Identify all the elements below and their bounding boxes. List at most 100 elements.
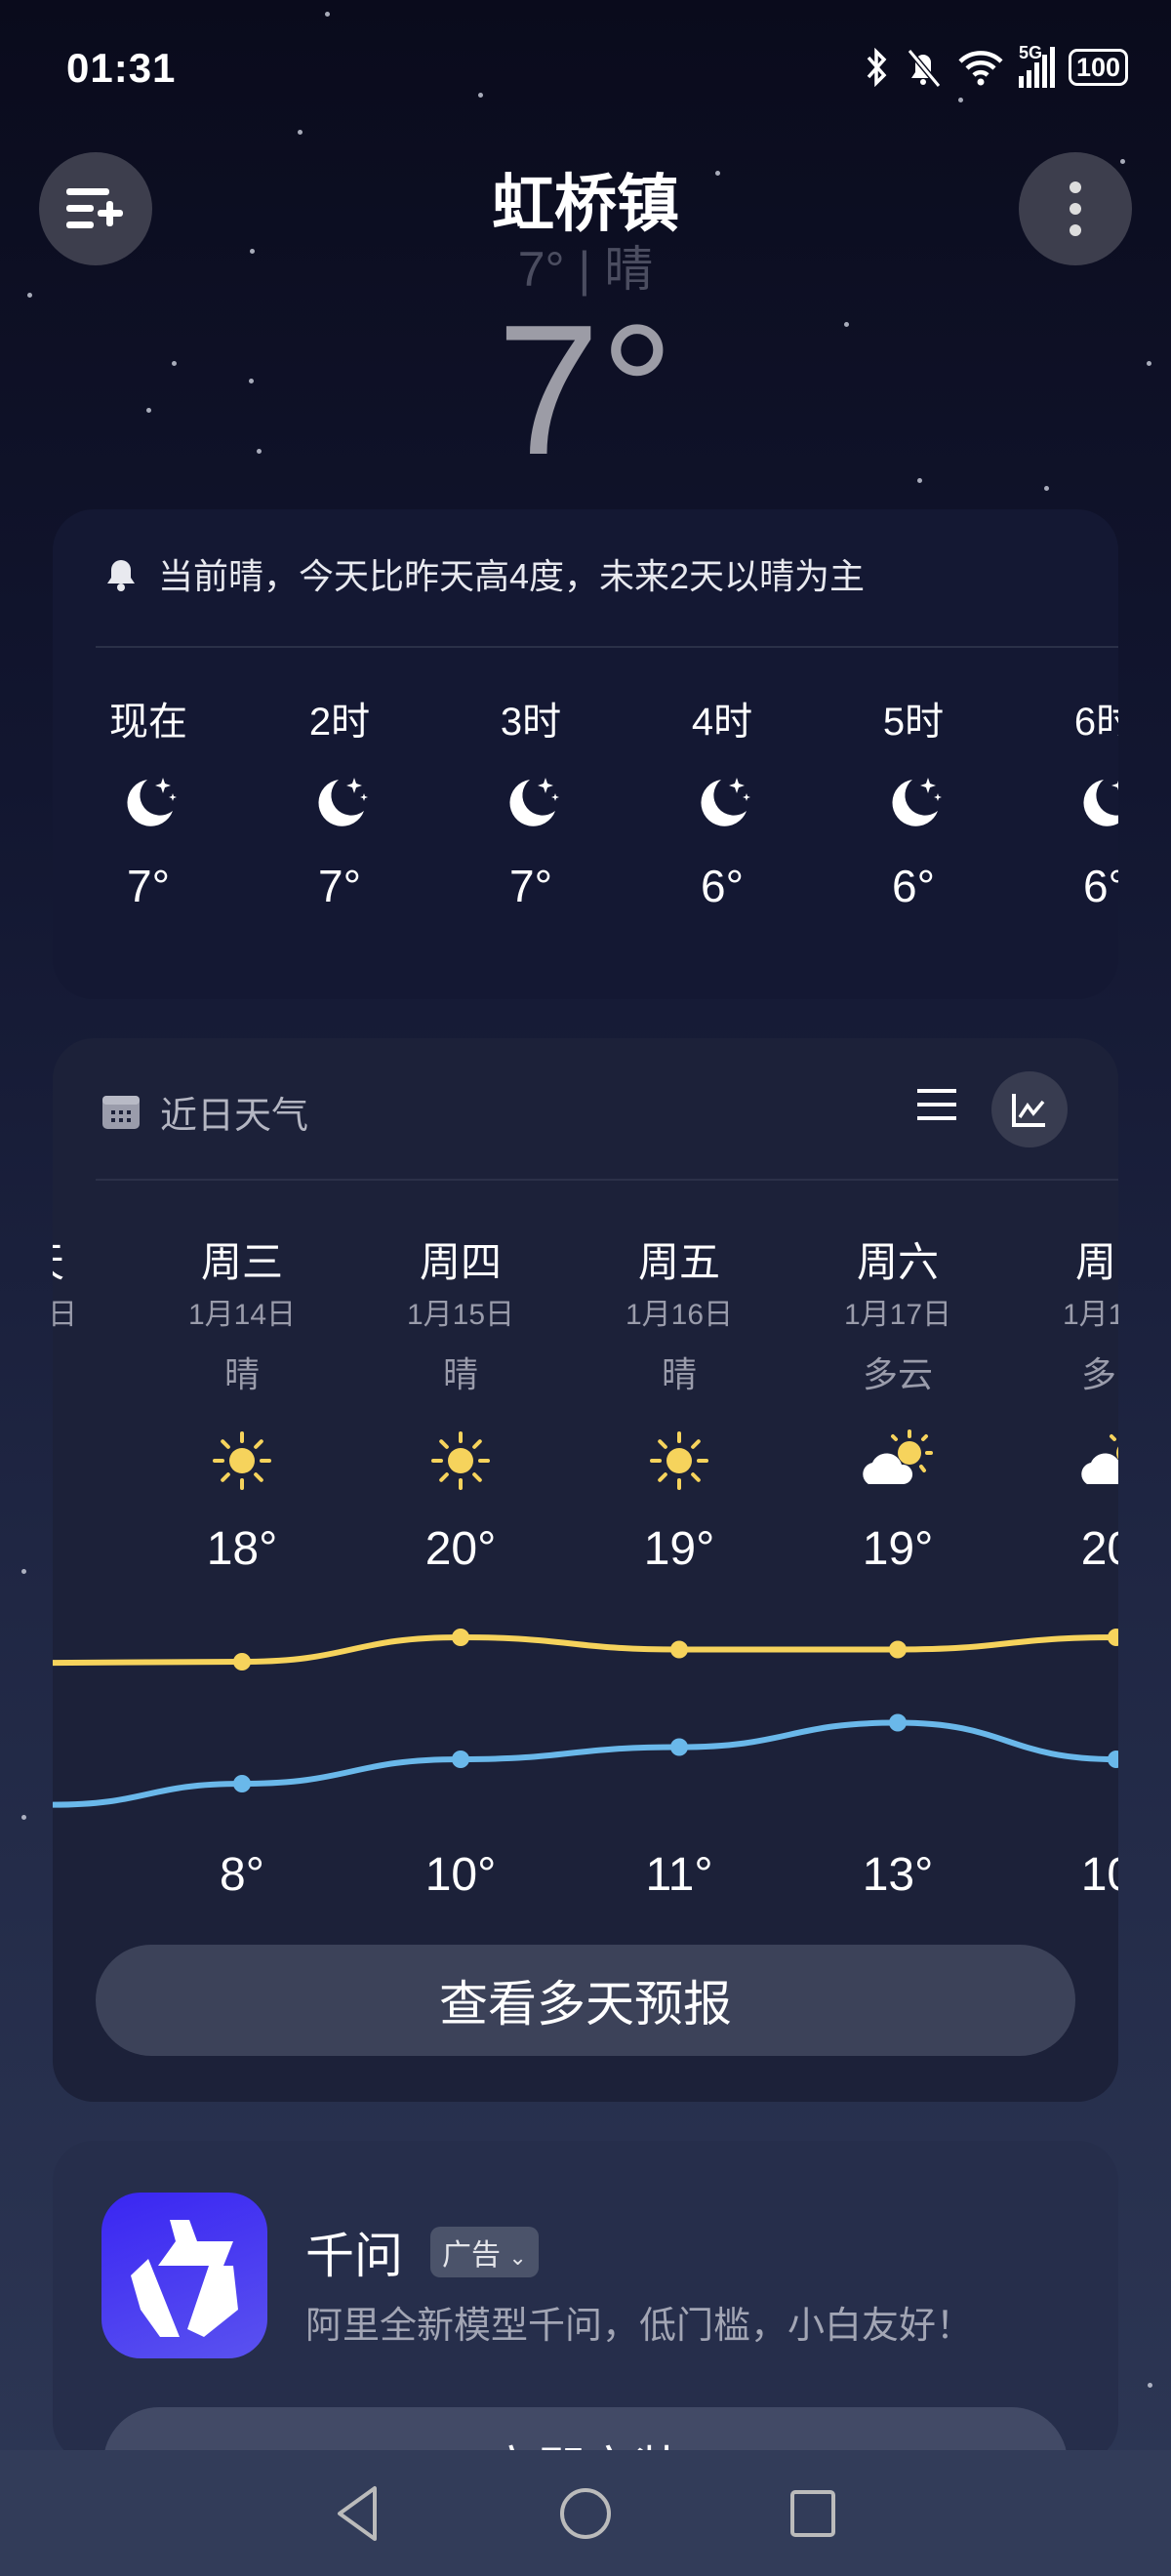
back-icon[interactable] (334, 2484, 383, 2543)
day-low: 8° (220, 1849, 264, 1901)
day-high: 20° (1080, 1523, 1118, 1575)
day-high: 19° (862, 1523, 934, 1575)
daily-header: 近日天气 (101, 1085, 308, 1139)
recents-icon[interactable] (788, 2488, 837, 2539)
sun-icon (213, 1431, 271, 1490)
high-temp-point (1108, 1629, 1118, 1646)
city-name: 虹桥镇 (492, 169, 679, 239)
moon-stars-icon (1083, 780, 1118, 826)
signal-icon: 5G (1018, 43, 1055, 88)
partly-cloudy-icon (863, 1429, 933, 1484)
network-type: 5G (1018, 43, 1042, 62)
alert-text: 当前晴，今天比昨天高4度，未来2天以晴为主 (158, 556, 866, 596)
hourly-item: 4时 6° (626, 690, 818, 912)
low-temp-point (670, 1738, 688, 1756)
day-column[interactable]: 周日 1月18日多云 20° (1007, 1229, 1118, 1576)
moon-stars-icon (318, 778, 368, 826)
day-low: 13° (862, 1849, 934, 1901)
day-high: 20° (424, 1523, 497, 1575)
day-column[interactable]: 周四 1月15日晴 20° (351, 1229, 570, 1576)
day-low: 11° (645, 1849, 713, 1901)
more-options-button[interactable] (1019, 152, 1132, 265)
day-name: 周三 (200, 1239, 283, 1285)
qianwen-logo (101, 2193, 267, 2358)
day-high: 18° (206, 1523, 278, 1575)
hour-temp: 6° (701, 861, 744, 911)
weather-alert: 当前晴，今天比昨天高4度，未来2天以晴为主 (101, 548, 865, 599)
calendar-icon (102, 1095, 140, 1129)
low-temp-point (233, 1775, 251, 1792)
high-temp-point (233, 1653, 251, 1670)
status-icons: 5G 100 (865, 43, 1128, 88)
hourly-item: 3时 7° (435, 690, 626, 912)
day-date: 1月18日 (1062, 1299, 1118, 1331)
high-temp-point (452, 1629, 469, 1646)
day-column[interactable]: 周六 1月17日多云 19° (788, 1229, 1007, 1576)
home-icon[interactable] (558, 2486, 613, 2541)
high-temp-line (53, 1633, 1117, 1667)
hour-temp: 6° (892, 861, 935, 911)
ad-description: 阿里全新模型千问，低门槛，小白友好！ (305, 2306, 974, 2347)
ad-tag[interactable]: 广告 ⌄ (430, 2227, 539, 2277)
day-column[interactable]: 周五 1月16日晴 19° (570, 1229, 788, 1576)
day-date: 1月16日 (625, 1299, 734, 1331)
day-date: 1月17日 (843, 1299, 952, 1331)
temperature-chart (53, 1629, 1118, 1808)
day-column[interactable]: 今天 1月13日 (53, 1229, 133, 1522)
chevron-down-icon: ⌄ (508, 2245, 527, 2270)
daily-title: 近日天气 (160, 1096, 309, 1137)
day-weather: 晴 (661, 1354, 697, 1394)
chart-view-button[interactable] (991, 1071, 1068, 1147)
day-low: 10° (424, 1849, 497, 1901)
moon-stars-icon (892, 778, 942, 826)
high-temp-point (889, 1640, 907, 1659)
day-name: 周六 (856, 1239, 939, 1285)
ad-title: 千问 (305, 2229, 403, 2283)
day-column[interactable]: 周三 1月14日晴 18° (133, 1229, 351, 1576)
ad-card[interactable]: 千问 广告 ⌄ 阿里全新模型千问，低门槛，小白友好！ 立即安装 (53, 2141, 1118, 2463)
battery-level: 100 (1075, 52, 1120, 82)
hourly-item: 现在 7° (53, 690, 244, 912)
more-vertical-icon (1070, 181, 1081, 236)
day-low: 10° (1080, 1849, 1118, 1901)
sun-icon (431, 1431, 490, 1490)
hourly-item: 6时 6° (1009, 690, 1118, 912)
moon-stars-icon (701, 778, 750, 826)
hourly-item: 5时 6° (818, 690, 1009, 912)
hour-label: 5时 (882, 701, 945, 744)
list-view-button[interactable] (917, 1087, 956, 1127)
moon-stars-icon (509, 778, 559, 826)
day-weather: 晴 (442, 1354, 478, 1394)
day-date: 1月15日 (406, 1299, 515, 1331)
day-date: 1月13日 (53, 1299, 78, 1331)
more-days-button[interactable]: 查看多天预报 (96, 1945, 1075, 2056)
moon-stars-icon (127, 778, 177, 826)
low-temp-line (53, 1719, 1117, 1808)
divider (96, 1179, 1118, 1181)
hour-temp: 7° (318, 861, 361, 911)
wifi-icon (958, 51, 1003, 86)
day-name: 今天 (53, 1229, 133, 1290)
day-weather: 晴 (223, 1354, 260, 1394)
hourly-forecast-card: 当前晴，今天比昨天高4度，未来2天以晴为主 现在 7° 2时 7° 3时 7° 4时 6° 5时… (53, 509, 1118, 999)
hour-temp: 7° (509, 861, 552, 911)
day-name: 周四 (419, 1239, 502, 1285)
list-add-icon (66, 188, 123, 228)
hour-label: 6时 (1073, 701, 1118, 744)
weather-summary: 7° | 晴 (517, 242, 654, 297)
hour-label: 4时 (691, 701, 753, 744)
partly-cloudy-icon (1081, 1434, 1118, 1484)
day-weather: 多云 (862, 1354, 933, 1394)
day-weather: 多云 (1080, 1354, 1118, 1394)
bell-off-icon (907, 49, 942, 88)
sun-icon (650, 1431, 708, 1490)
status-time: 01:31 (66, 45, 177, 91)
divider (96, 646, 1118, 648)
day-name: 周日 (1074, 1239, 1118, 1285)
manage-cities-button[interactable] (39, 152, 152, 265)
hour-label: 3时 (500, 701, 562, 744)
day-high: 19° (643, 1523, 715, 1575)
low-temp-point (1108, 1751, 1118, 1768)
navigation-bar (0, 2450, 1171, 2576)
